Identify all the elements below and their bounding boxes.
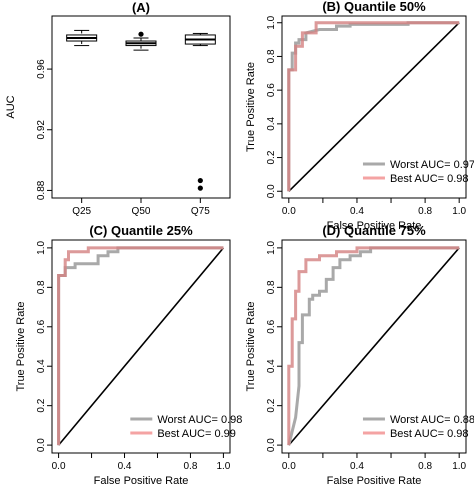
x-tick-label: 0.0 <box>282 461 296 472</box>
panel-c: (C) Quantile 25% 0.0 0.0 0.2 0.4 0.4 0.6 0.8 0.8… <box>15 223 242 485</box>
x-tick-label: 0.8 <box>418 461 432 472</box>
y-tick-label: 0.2 <box>36 398 47 412</box>
y-tick-label: 1.0 <box>266 241 277 255</box>
y-tick-label: 0.6 <box>36 319 47 333</box>
y-tick-label: 0.92 <box>36 120 47 140</box>
x-tick-label: 0.4 <box>350 461 364 472</box>
y-tick-label: 0.8 <box>266 49 277 63</box>
y-tick-label: 0.0 <box>36 438 47 452</box>
y-tick-label: 0.4 <box>36 359 47 373</box>
outlier-point <box>138 31 144 37</box>
y-tick-label: 0.2 <box>266 150 277 164</box>
panel-a: (A) 0.88 0.92 0.96 AUC Q25 Q50 Q75 <box>5 0 231 217</box>
x-tick-label: 1.0 <box>452 461 466 472</box>
x-tick-label: 0.0 <box>282 206 296 217</box>
x-tick-label: Q25 <box>72 206 91 217</box>
legend-entry: Worst AUC= 0.98 <box>157 414 242 426</box>
legend-entry: Best AUC= 0.99 <box>157 428 236 440</box>
plot-frame <box>51 239 231 454</box>
y-tick-label: 0.4 <box>266 116 277 130</box>
worst-roc-curve <box>287 21 460 192</box>
worst-roc-curve <box>287 246 460 446</box>
x-tick-label: 0.4 <box>350 206 364 217</box>
chart-title: (B) Quantile 50% <box>322 0 426 14</box>
x-tick-label: 1.0 <box>452 206 466 217</box>
box-q25 <box>66 29 98 47</box>
y-tick-label: 0.96 <box>36 59 47 79</box>
y-tick-label: 0.4 <box>266 359 277 373</box>
legend-entry: Best AUC= 0.98 <box>390 173 469 185</box>
y-axis-label: AUC <box>5 95 17 118</box>
y-axis-label: True Positive Rate <box>245 301 257 391</box>
plot-frame <box>281 15 467 199</box>
box-q75 <box>184 32 216 191</box>
chart-title: (D) Quantile 75% <box>322 223 426 238</box>
best-roc-curve <box>287 246 460 446</box>
diagonal-reference-line <box>288 247 460 446</box>
x-axis-label: False Positive Rate <box>327 220 422 232</box>
y-tick-label: 0.6 <box>266 319 277 333</box>
x-tick-label: Q75 <box>191 206 210 217</box>
outlier-point <box>197 185 203 191</box>
y-tick-label: 1.0 <box>266 15 277 29</box>
y-tick-label: 0.6 <box>266 83 277 97</box>
legend-entry: Worst AUC= 0.88 <box>390 414 474 426</box>
best-roc-curve-shade <box>287 21 460 192</box>
x-tick-label: 0.8 <box>183 461 197 472</box>
x-axis-label: False Positive Rate <box>327 475 422 485</box>
x-tick-label: 0.4 <box>118 461 132 472</box>
y-tick-label: 1.0 <box>36 241 47 255</box>
best-roc-curve <box>287 21 460 192</box>
legend-entry: Best AUC= 0.98 <box>390 428 469 440</box>
y-tick-label: 0.88 <box>36 180 47 200</box>
outlier-point <box>197 177 203 184</box>
panel-d: (D) Quantile 75% 0.0 0.0 0.2 0.4 0.4 0.6 0.8 0.8… <box>245 223 474 485</box>
x-tick-label: 1.0 <box>216 461 230 472</box>
x-tick-label: 0.0 <box>52 461 66 472</box>
y-tick-label: 0.2 <box>266 398 277 412</box>
box-q50 <box>125 31 157 51</box>
y-axis-label: True Positive Rate <box>245 62 257 152</box>
plot-frame <box>281 239 467 454</box>
chart-title: (A) <box>132 0 150 15</box>
x-tick-label: Q50 <box>132 206 151 217</box>
legend-entry: Worst AUC= 0.97 <box>390 159 474 171</box>
x-tick-label: 0.8 <box>418 206 432 217</box>
x-axis-label: False Positive Rate <box>94 475 189 485</box>
best-roc-curve-shade <box>57 246 224 446</box>
y-tick-label: 0.0 <box>266 438 277 452</box>
chart-title: (C) Quantile 25% <box>89 223 193 238</box>
diagonal-reference-line <box>57 247 225 446</box>
y-tick-label: 0.8 <box>36 280 47 294</box>
y-axis-label: True Positive Rate <box>15 301 27 391</box>
best-roc-curve-shade <box>287 246 460 446</box>
diagonal-reference-line <box>288 22 460 192</box>
panel-b: (B) Quantile 50% 0.0 0.0 0.2 0.4 0.4 0.6 0.8 0.8… <box>245 0 474 232</box>
best-roc-curve <box>57 246 224 446</box>
y-tick-label: 0.0 <box>266 184 277 198</box>
y-tick-label: 0.8 <box>266 280 277 294</box>
